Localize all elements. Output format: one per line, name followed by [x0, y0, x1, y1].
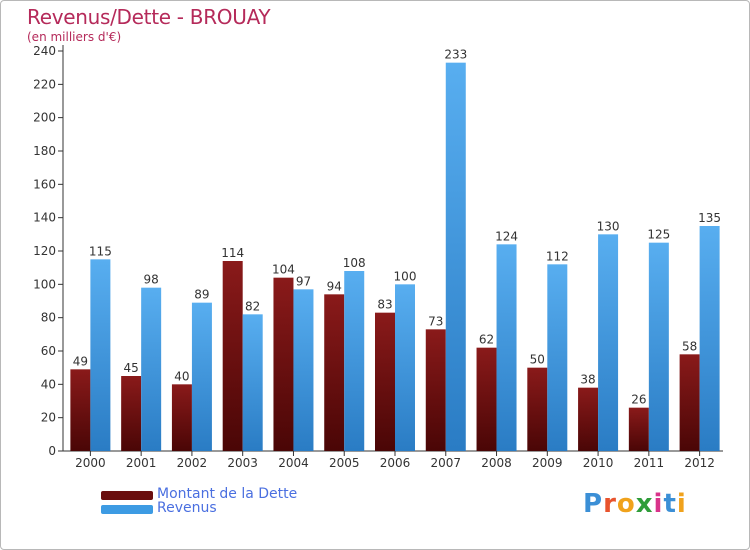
- bar-debt: [679, 354, 700, 451]
- x-tick-label: 2012: [684, 456, 715, 470]
- y-tick-label: 80: [41, 311, 56, 325]
- bar-revenus: [293, 289, 314, 451]
- data-label-debt: 50: [530, 353, 545, 367]
- x-tick-label: 2000: [75, 456, 106, 470]
- data-label-debt: 62: [479, 333, 494, 347]
- data-label-debt: 26: [631, 393, 646, 407]
- x-tick-label: 2007: [430, 456, 461, 470]
- data-label-debt: 45: [124, 361, 139, 375]
- chart-subtitle: (en milliers d'€): [27, 30, 122, 44]
- y-tick-label: 120: [33, 244, 56, 258]
- data-label-revenus: 98: [144, 273, 159, 287]
- y-tick-label: 0: [48, 444, 56, 458]
- legend-label-revenus: Revenus: [157, 500, 217, 516]
- logo-letter: i: [653, 489, 664, 519]
- proxiti-logo: Proxiti: [583, 489, 687, 519]
- data-label-revenus: 130: [597, 219, 620, 233]
- y-tick-label: 180: [33, 144, 56, 158]
- bar-debt: [578, 387, 599, 451]
- x-tick-label: 2011: [634, 456, 665, 470]
- data-label-revenus: 135: [698, 211, 721, 225]
- bar-revenus: [496, 244, 517, 451]
- axes: 0 20 40 60 80 100 120 140 160 180 200 220 240 2000 200…: [33, 44, 723, 470]
- data-label-revenus: 89: [194, 288, 209, 302]
- bars-group: [70, 62, 720, 452]
- x-tick-label: 2003: [227, 456, 258, 470]
- bar-revenus: [191, 302, 212, 451]
- bar-revenus: [242, 314, 263, 451]
- data-label-debt: 38: [580, 373, 595, 387]
- logo-letter: t: [663, 489, 677, 519]
- logo-letter: o: [616, 489, 636, 519]
- y-tick-label: 140: [33, 211, 56, 225]
- data-label-revenus: 82: [245, 299, 260, 313]
- logo-letter: i: [676, 489, 687, 519]
- legend-swatch-debt: [101, 491, 153, 500]
- bar-revenus: [395, 284, 415, 451]
- data-label-revenus: 233: [444, 48, 467, 62]
- y-tick-label: 100: [33, 277, 56, 291]
- bar-debt: [222, 261, 243, 451]
- bar-revenus: [699, 226, 720, 451]
- data-label-revenus: 112: [546, 249, 569, 263]
- bar-debt: [273, 277, 294, 451]
- x-tick-label: 2006: [380, 456, 411, 470]
- x-tick-label: 2009: [532, 456, 563, 470]
- data-label-debt: 49: [73, 354, 88, 368]
- data-label-debt: 94: [327, 279, 342, 293]
- data-label-revenus: 125: [647, 228, 670, 242]
- bar-debt: [425, 329, 446, 451]
- bar-debt: [527, 367, 548, 451]
- bar-debt: [375, 312, 395, 451]
- data-label-debt: 114: [221, 246, 244, 260]
- data-label-debt: 83: [377, 298, 392, 312]
- y-tick-label: 240: [33, 44, 56, 58]
- logo-letter: x: [635, 489, 654, 519]
- x-tick-label: 2005: [329, 456, 360, 470]
- x-tick-label: 2002: [177, 456, 208, 470]
- bar-revenus: [90, 259, 111, 451]
- x-tick-label: 2004: [278, 456, 309, 470]
- data-label-revenus: 100: [394, 269, 417, 283]
- y-tick-label: 60: [41, 344, 56, 358]
- x-tick-label: 2010: [583, 456, 614, 470]
- bar-revenus: [141, 287, 162, 451]
- data-label-debt: 58: [682, 339, 697, 353]
- bar-debt: [70, 369, 91, 451]
- bar-revenus: [445, 62, 466, 452]
- data-label-revenus: 124: [495, 229, 518, 243]
- data-label-debt: 73: [428, 314, 443, 328]
- bar-debt: [476, 347, 497, 451]
- x-tick-label: 2008: [481, 456, 512, 470]
- data-label-revenus: 115: [89, 244, 112, 258]
- bar-debt: [628, 407, 649, 451]
- legend-label-debt: Montant de la Dette: [157, 486, 298, 502]
- y-tick-label: 40: [41, 377, 56, 391]
- bar-revenus: [547, 264, 568, 451]
- bar-debt: [324, 294, 345, 451]
- x-tick-label: 2001: [126, 456, 157, 470]
- bar-revenus: [648, 242, 669, 451]
- data-label-debt: 104: [272, 263, 295, 277]
- y-tick-label: 200: [33, 111, 56, 125]
- bar-debt: [121, 376, 142, 451]
- bar-revenus: [344, 271, 365, 451]
- data-label-revenus: 97: [296, 274, 311, 288]
- data-label-revenus: 108: [343, 256, 366, 270]
- bar-debt: [171, 384, 192, 451]
- legend-swatch-revenus: [101, 505, 153, 514]
- logo-letter: r: [603, 489, 617, 519]
- y-tick-label: 20: [41, 411, 56, 425]
- logo-letter: P: [583, 489, 604, 519]
- y-tick-label: 220: [33, 77, 56, 91]
- data-label-debt: 40: [174, 369, 189, 383]
- bar-revenus: [598, 234, 619, 451]
- y-tick-label: 160: [33, 177, 56, 191]
- chart-title: Revenus/Dette - BROUAY: [27, 5, 271, 29]
